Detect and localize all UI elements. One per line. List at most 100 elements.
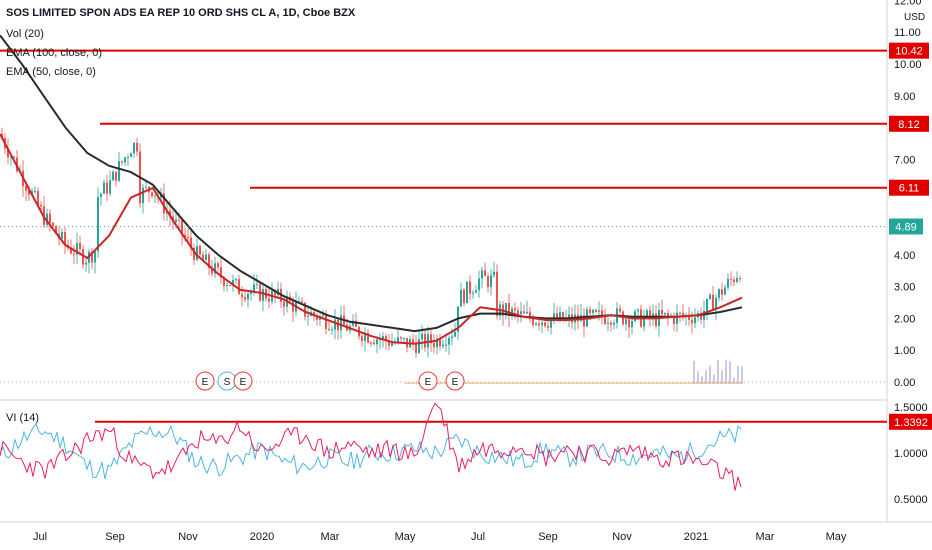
- candle-body: [619, 308, 621, 312]
- candle-body: [151, 192, 153, 197]
- candle-body: [274, 290, 276, 296]
- last-price-label: 4.89: [895, 221, 916, 233]
- hline-price-badge: [889, 42, 929, 59]
- price-labels: 10.42 8.12 6.11 4.89 1.3392: [0, 42, 932, 430]
- candle-body: [400, 337, 402, 339]
- candle-body: [430, 334, 432, 344]
- event-marker[interactable]: [418, 371, 438, 391]
- candle-body: [391, 342, 393, 346]
- candle-body: [97, 197, 99, 252]
- vi-tick-label: 1.0000: [894, 448, 928, 460]
- candle-body: [625, 319, 627, 325]
- candle-body: [214, 263, 216, 274]
- event-marker-label: E: [452, 377, 459, 388]
- price-tick-label: 9.00: [894, 91, 915, 103]
- hline-price-badge: [889, 179, 929, 196]
- vi-plus-line: [0, 423, 742, 480]
- candle-body: [538, 323, 540, 326]
- candle-body: [487, 276, 489, 287]
- candle-body: [568, 314, 570, 318]
- candle-body: [508, 303, 510, 317]
- time-tick-label: May: [826, 531, 847, 543]
- candle-body: [523, 311, 525, 314]
- candle-body: [607, 322, 609, 324]
- candle-body: [196, 245, 198, 260]
- candle-body: [217, 263, 219, 268]
- candle-body: [661, 309, 663, 315]
- price-tick-label: 10.00: [894, 59, 922, 71]
- candle-body: [235, 279, 237, 281]
- candle-body: [292, 300, 294, 312]
- event-marker[interactable]: [445, 371, 465, 391]
- vol-legend: Vol (20): [6, 28, 44, 40]
- candle-body: [331, 329, 333, 331]
- candle-body: [682, 312, 684, 317]
- volume-bar: [717, 360, 719, 384]
- volume-bar: [729, 361, 731, 384]
- candle-body: [718, 289, 720, 298]
- candle-body: [325, 315, 327, 330]
- candle-body: [142, 187, 144, 203]
- horizontal-lines[interactable]: [0, 49, 887, 189]
- candle-body: [40, 205, 42, 207]
- candle-body: [241, 294, 243, 298]
- candle-body: [418, 339, 420, 353]
- candle-body: [712, 294, 714, 310]
- candle-body: [604, 317, 606, 324]
- candle-body: [415, 343, 417, 353]
- candle-body: [328, 329, 330, 331]
- candle-body: [211, 267, 213, 274]
- candle-body: [736, 278, 738, 282]
- candle-body: [706, 298, 708, 311]
- candle-body: [652, 313, 654, 319]
- candle-body: [322, 315, 324, 317]
- candle-body: [592, 309, 594, 313]
- candle-body: [145, 186, 147, 188]
- candle-body: [472, 292, 474, 294]
- event-marker-label: E: [202, 377, 209, 388]
- event-marker[interactable]: [233, 371, 253, 391]
- candle-body: [199, 245, 201, 255]
- candle-body: [184, 234, 186, 238]
- candle-body: [544, 322, 546, 327]
- vi-tick-label: 0.5000: [894, 494, 928, 506]
- candle-body: [262, 289, 264, 301]
- candle-body: [412, 339, 414, 344]
- chart-title: SOS LIMITED SPON ADS EA REP 10 ORD SHS C…: [6, 7, 356, 19]
- candle-body: [694, 317, 696, 324]
- candle-body: [115, 171, 117, 181]
- candle-body: [10, 156, 12, 158]
- candle-body: [94, 251, 96, 263]
- candle-body: [232, 280, 234, 286]
- price-tick-label: 7.00: [894, 154, 915, 166]
- time-tick-label: Jul: [33, 531, 47, 543]
- currency-label: USD: [904, 12, 925, 23]
- candle-body: [334, 319, 336, 330]
- time-tick-label: May: [395, 531, 416, 543]
- volume-bar: [693, 360, 695, 384]
- candle-body: [37, 190, 39, 206]
- candle-body: [256, 283, 258, 285]
- candle-body: [79, 243, 81, 250]
- candle-body: [61, 232, 63, 239]
- candle-body: [388, 340, 390, 346]
- volume-bar: [733, 377, 735, 384]
- candle-body: [226, 285, 228, 287]
- candle-body: [547, 326, 549, 328]
- candle-body: [244, 297, 246, 300]
- candle-body: [541, 322, 543, 326]
- candle-body: [520, 311, 522, 314]
- volume-bar: [725, 360, 727, 384]
- candle-body: [103, 182, 105, 194]
- candle-body: [739, 278, 741, 280]
- candle-body: [598, 310, 600, 312]
- candle-body: [85, 262, 87, 265]
- hline-price-label: 6.11: [899, 183, 920, 195]
- event-marker[interactable]: [195, 371, 215, 391]
- candle-body: [583, 315, 585, 327]
- candle-body: [481, 270, 483, 279]
- candle-body: [136, 142, 138, 152]
- candle-body: [553, 313, 555, 320]
- candle-body: [304, 302, 306, 317]
